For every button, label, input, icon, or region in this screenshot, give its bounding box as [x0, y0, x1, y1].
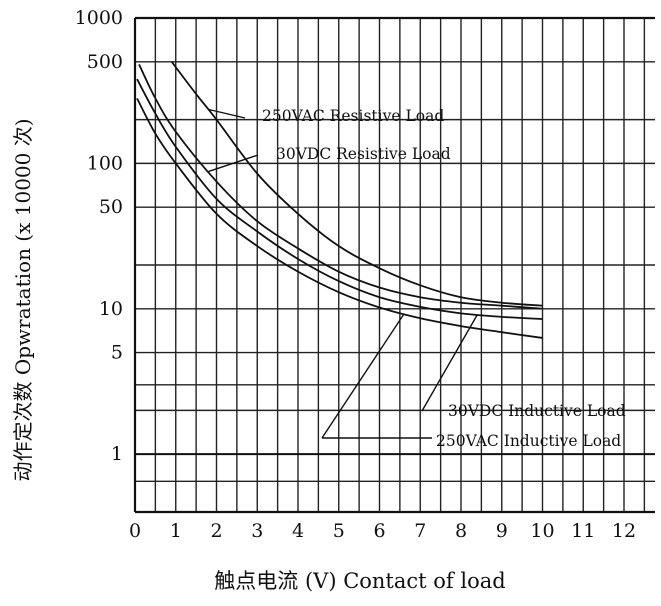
chart-grid	[135, 18, 655, 512]
x-tick-label: 11	[571, 520, 595, 542]
annotation-label: 250VAC Resistive Load	[262, 107, 444, 125]
series-line-3	[136, 78, 543, 320]
x-tick-label: 7	[414, 520, 426, 542]
y-tick-label: 5	[111, 342, 123, 364]
annotation-label: 30VDC Inductive Load	[448, 402, 626, 420]
y-tick-label: 1	[111, 443, 123, 465]
x-tick-label: 8	[455, 520, 467, 542]
x-tick-label: 10	[530, 520, 554, 542]
series-line-4	[136, 97, 543, 339]
series-line-2	[138, 63, 543, 310]
x-tick-label: 3	[251, 520, 263, 542]
annotation-leader	[208, 154, 259, 173]
x-tick-label: 9	[496, 520, 508, 542]
x-tick-label: 0	[129, 520, 141, 542]
y-axis-label: 动作定次数 Opwratation (x 10000 次)	[11, 118, 35, 481]
x-axis-label: 触点电流 (V) Contact of load	[214, 569, 505, 593]
annotation-leader	[421, 314, 478, 412]
x-tick-label: 1	[170, 520, 182, 542]
plot-frame	[133, 16, 655, 514]
annotation-leader	[208, 108, 246, 119]
annotation-label: 250VAC Inductive Load	[436, 432, 621, 450]
y-tick-label: 100	[87, 152, 123, 174]
annotation-layer: 250VAC Resistive Load 30VDC Resistive Loa…	[208, 107, 626, 450]
annotation-label: 30VDC Resistive Load	[276, 145, 451, 163]
x-tick-label: 4	[292, 520, 304, 542]
annotation-leader	[321, 313, 405, 439]
x-tick-label: 5	[333, 520, 345, 542]
y-tick-label: 1000	[75, 7, 123, 29]
x-tick-label: 2	[210, 520, 222, 542]
series-layer	[136, 61, 543, 339]
y-tick-label: 50	[99, 196, 123, 218]
x-tick-label: 6	[373, 520, 385, 542]
y-tick-label: 500	[87, 51, 123, 73]
x-tick-label: 12	[612, 520, 636, 542]
series-line-1	[170, 61, 543, 307]
y-tick-label: 10	[99, 298, 123, 320]
